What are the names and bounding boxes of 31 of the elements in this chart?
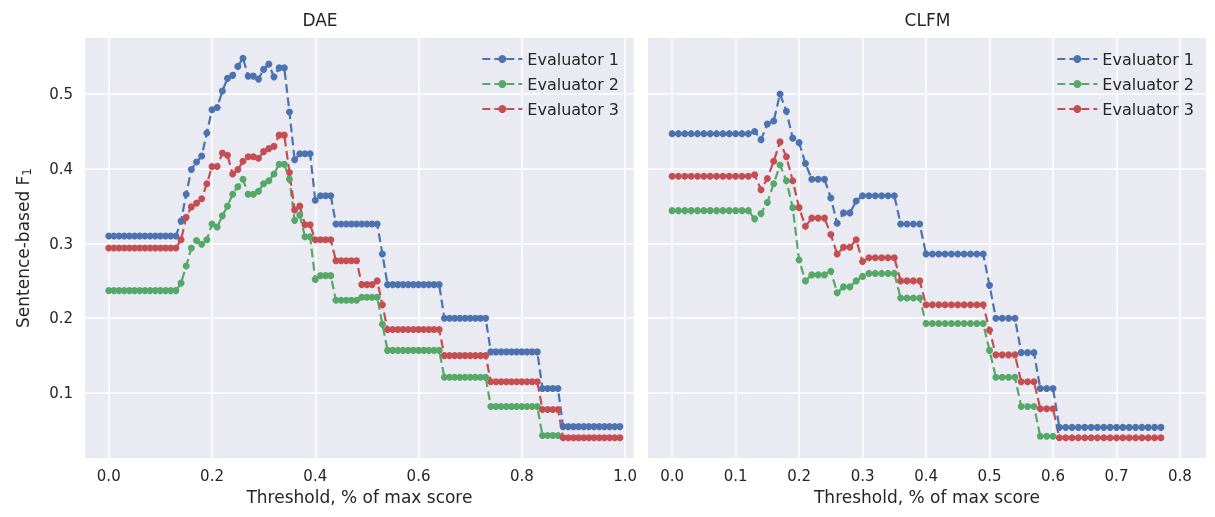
x-tick-label: 0.8 [509, 466, 534, 485]
x-tick-label: 0.1 [723, 466, 748, 485]
y-tick-label: 0.3 [49, 234, 73, 253]
y-tick-label: 0.1 [49, 383, 73, 402]
legend-label: Evaluator 3 [527, 99, 620, 119]
chart-title: CLFM [904, 9, 951, 30]
legend-label: Evaluator 1 [1102, 49, 1195, 69]
x-axis-title: Threshold, % of max score [245, 486, 473, 507]
x-tick-label: 0.3 [850, 466, 875, 485]
legend-label: Evaluator 1 [527, 49, 620, 69]
x-tick-label: 0.4 [303, 466, 328, 485]
y-axis-title: Sentence-based F1 [13, 168, 34, 328]
x-tick-label: 0.2 [787, 466, 812, 485]
x-tick-label: 0.2 [200, 466, 224, 485]
x-tick-label: 0.4 [914, 466, 938, 485]
legend-label: Evaluator 2 [1102, 74, 1195, 94]
y-tick-label: 0.4 [49, 159, 73, 178]
x-axis-title: Threshold, % of max score [812, 486, 1041, 507]
x-tick-label: 0.6 [406, 466, 431, 485]
chart-title: DAE [302, 9, 338, 30]
x-tick-label: 0.5 [977, 466, 1002, 485]
x-tick-label: 0.8 [1168, 466, 1192, 485]
x-tick-label: 0.0 [96, 466, 121, 485]
legend-label: Evaluator 2 [527, 74, 620, 94]
x-tick-label: 1.0 [613, 466, 637, 485]
x-tick-label: 0.0 [660, 466, 685, 485]
legend-label: Evaluator 3 [1102, 99, 1195, 119]
x-tick-label: 0.6 [1041, 466, 1065, 485]
y-tick-label: 0.5 [49, 85, 73, 104]
x-tick-label: 0.7 [1104, 466, 1129, 485]
y-tick-label: 0.2 [49, 309, 73, 328]
